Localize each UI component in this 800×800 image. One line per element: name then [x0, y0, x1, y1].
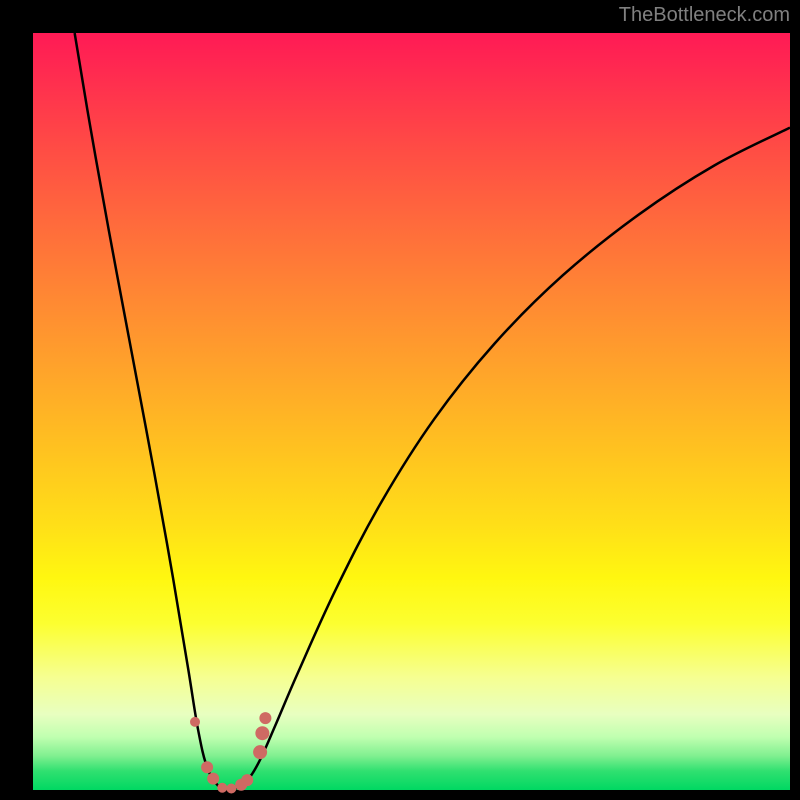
data-marker [241, 774, 253, 786]
data-marker [253, 745, 267, 759]
data-marker [201, 761, 213, 773]
chart-container: TheBottleneck.com [0, 0, 800, 800]
data-marker [217, 783, 227, 793]
data-marker [226, 783, 236, 793]
data-marker [259, 712, 271, 724]
data-marker [190, 717, 200, 727]
data-marker [207, 773, 219, 785]
curve-right-branch [226, 128, 790, 790]
curve-left-branch [75, 33, 226, 790]
bottleneck-curve [0, 0, 800, 800]
watermark-text: TheBottleneck.com [619, 4, 790, 27]
data-marker [255, 726, 269, 740]
